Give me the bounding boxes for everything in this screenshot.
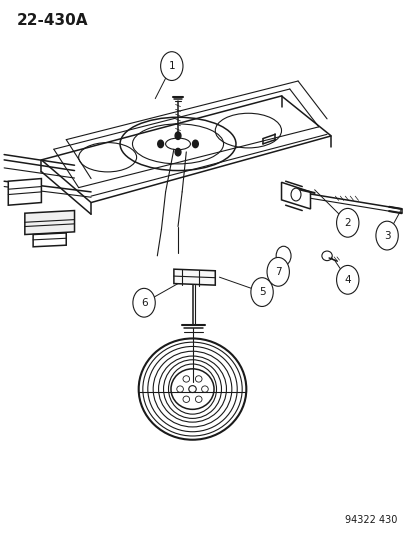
Text: 5: 5	[258, 287, 265, 297]
Circle shape	[266, 257, 289, 286]
Polygon shape	[25, 211, 74, 235]
Text: 7: 7	[274, 267, 281, 277]
Text: 1: 1	[168, 61, 175, 71]
Text: 94322 430: 94322 430	[344, 515, 396, 525]
Circle shape	[375, 221, 397, 250]
Text: 22-430A: 22-430A	[17, 13, 88, 28]
Circle shape	[157, 140, 163, 148]
Text: 4: 4	[344, 275, 350, 285]
Circle shape	[175, 148, 180, 156]
Circle shape	[250, 278, 273, 306]
Polygon shape	[173, 269, 215, 285]
Text: 2: 2	[344, 218, 350, 228]
Text: 6: 6	[140, 298, 147, 308]
Text: 3: 3	[383, 231, 389, 240]
Circle shape	[336, 208, 358, 237]
Circle shape	[290, 188, 300, 201]
Circle shape	[133, 288, 155, 317]
Circle shape	[192, 140, 198, 148]
Circle shape	[336, 265, 358, 294]
Polygon shape	[281, 182, 310, 209]
Circle shape	[175, 132, 180, 140]
Circle shape	[160, 52, 183, 80]
Polygon shape	[8, 179, 41, 205]
